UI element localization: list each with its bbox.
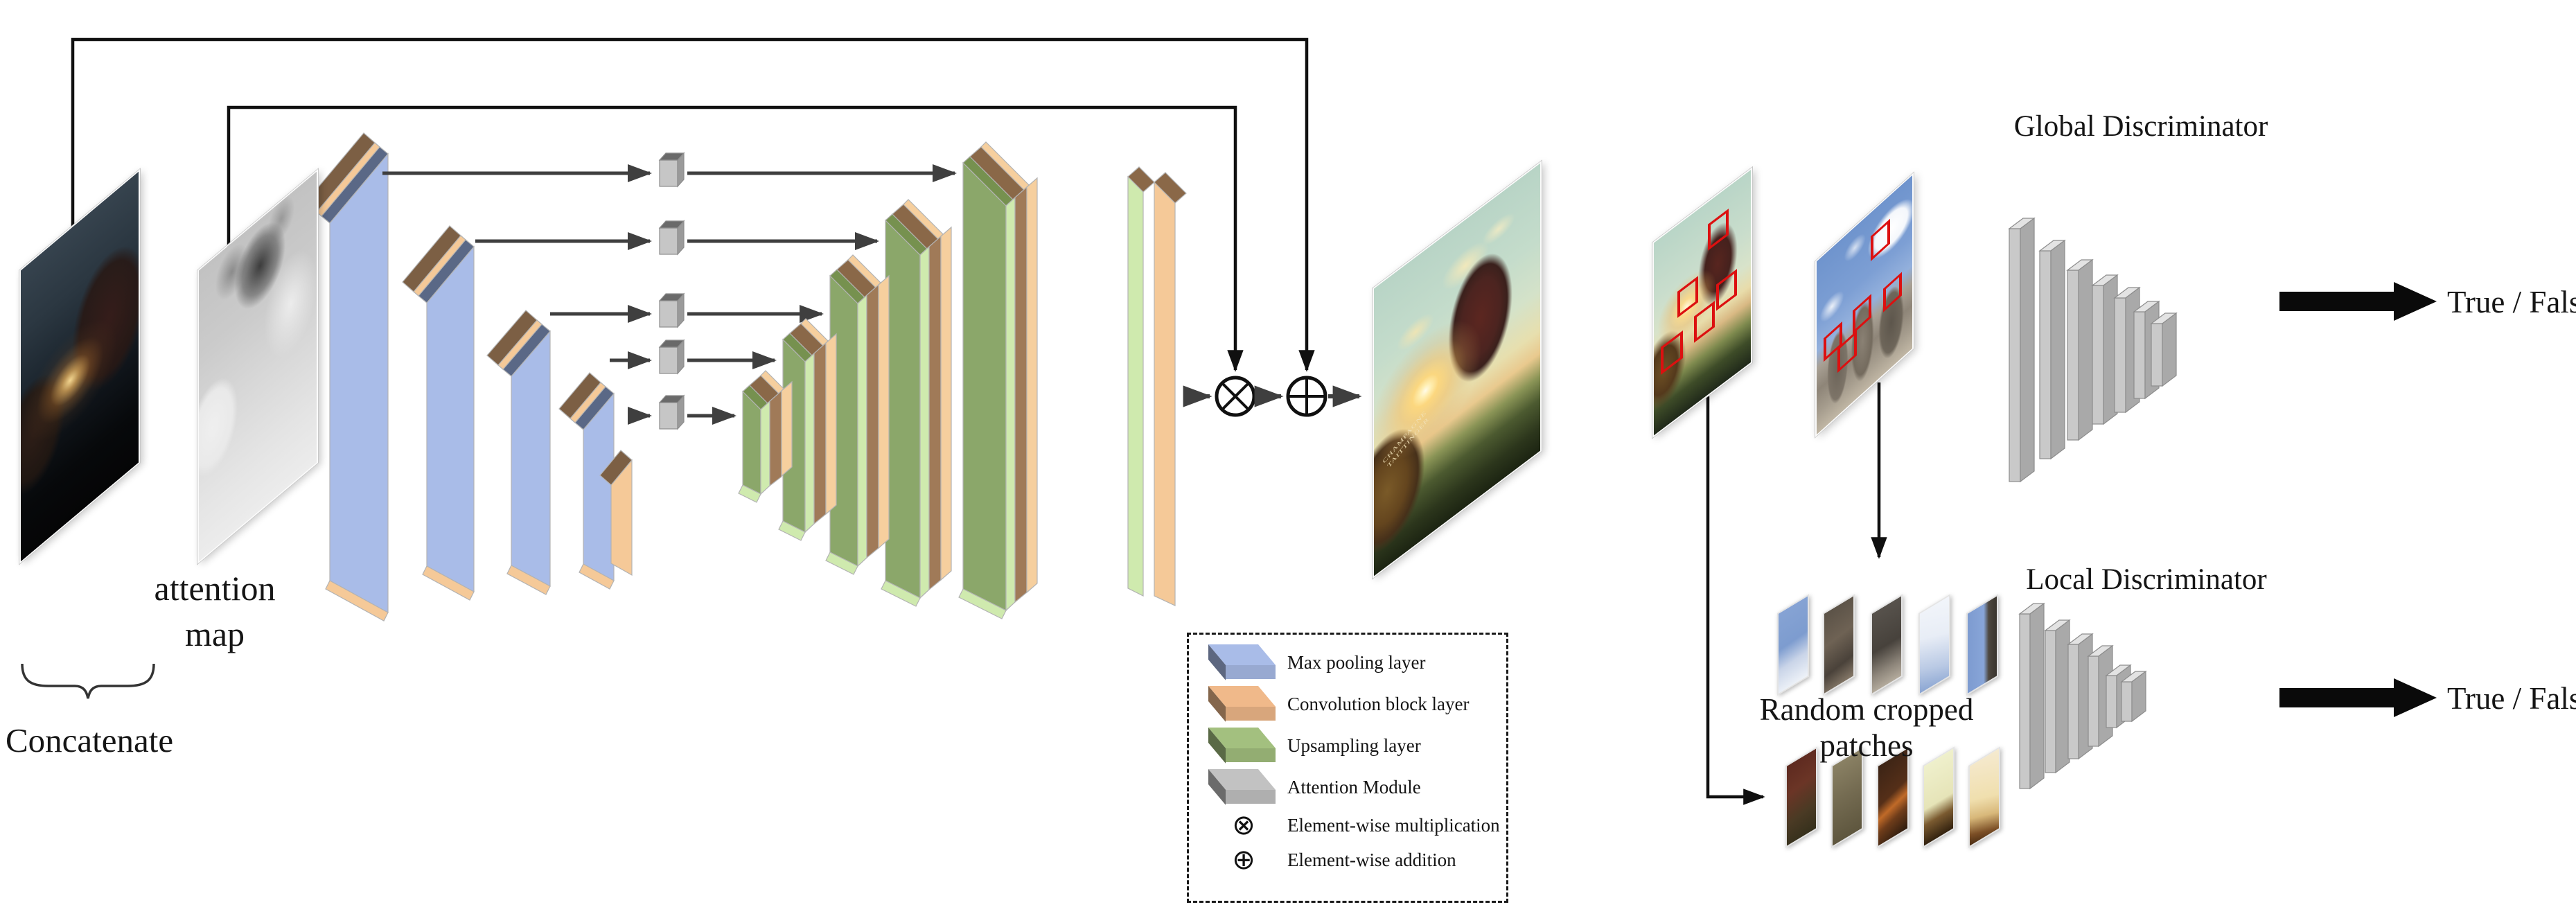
decoder-stage-1 bbox=[738, 370, 793, 503]
balloon-brand-text: CHAMPAGNE TAITTINGER bbox=[1382, 409, 1430, 470]
decoder-output-pair bbox=[1127, 166, 1187, 606]
attention-module-cubes bbox=[658, 152, 685, 430]
decoder-blocks bbox=[738, 141, 1187, 619]
multiply-icon: ⊗ bbox=[1232, 809, 1255, 841]
encoder-stage-1 bbox=[305, 132, 389, 622]
local-discriminator-blocks bbox=[2018, 602, 2147, 790]
attention-module-4 bbox=[658, 339, 685, 375]
patch-marker bbox=[1853, 294, 1871, 335]
legend-box: Max pooling layer Convolution block laye… bbox=[1187, 633, 1508, 903]
attention-to-decoder-arrows bbox=[687, 164, 957, 425]
attention-module-5 bbox=[658, 394, 685, 430]
attention-module-2 bbox=[658, 220, 685, 256]
legend-item-addition: ⊕ Element-wise addition bbox=[1200, 843, 1506, 877]
encoder-stage-5 bbox=[599, 450, 633, 576]
patch-marker bbox=[1883, 272, 1902, 312]
attention-module-1 bbox=[658, 152, 685, 188]
max-pooling-layer-icon bbox=[1200, 642, 1287, 683]
global-discriminator-blocks bbox=[2008, 217, 2178, 483]
add-node bbox=[1286, 376, 1327, 417]
legend-label: Attention Module bbox=[1287, 776, 1421, 798]
concatenate-label: Concatenate bbox=[6, 721, 174, 759]
decoder-stage-5 bbox=[958, 141, 1038, 619]
legend-item-convolution: Convolution block layer bbox=[1200, 683, 1506, 725]
encoder-stage-4 bbox=[558, 372, 615, 590]
legend-label: Element-wise multiplication bbox=[1287, 814, 1500, 836]
patch-marker bbox=[1871, 218, 1890, 261]
generated-to-patches-line bbox=[1706, 396, 1765, 805]
encoder-stage-2 bbox=[402, 225, 475, 601]
local-output-arrow bbox=[2279, 678, 2437, 717]
local-discriminator-title: Local Discriminator bbox=[2026, 563, 2267, 596]
legend-item-upsampling: Upsampling layer bbox=[1200, 725, 1506, 766]
attention-map-label-line1: attention bbox=[154, 569, 276, 608]
encoder-to-attention-arrows bbox=[382, 164, 652, 425]
skip-connection-input-to-add bbox=[71, 37, 1315, 372]
legend-label: Max pooling layer bbox=[1287, 651, 1426, 673]
random-cropped-patches-label: Random cropped patches bbox=[1759, 692, 1974, 763]
multiply-node bbox=[1215, 376, 1256, 417]
legend-label: Element-wise addition bbox=[1287, 849, 1456, 870]
global-discriminator-title: Global Discriminator bbox=[2013, 110, 2268, 143]
patch-marker bbox=[1708, 209, 1729, 251]
patch-marker bbox=[1694, 301, 1715, 343]
concatenate-brace bbox=[21, 663, 155, 699]
local-true-false-label: True / False bbox=[2447, 681, 2576, 716]
attention-module-3 bbox=[658, 292, 685, 328]
encoder-blocks bbox=[305, 132, 633, 622]
upsampling-layer-icon bbox=[1200, 725, 1287, 766]
patch-marker bbox=[1716, 269, 1737, 311]
legend-label: Convolution block layer bbox=[1287, 693, 1470, 714]
attention-map-label-line2: map bbox=[184, 615, 245, 653]
global-output-arrow bbox=[2279, 282, 2437, 321]
skip-connection-attnmap-to-multiply bbox=[227, 105, 1244, 372]
encoder-stage-3 bbox=[486, 310, 551, 595]
legend-item-max-pooling: Max pooling layer bbox=[1200, 642, 1506, 683]
add-icon: ⊕ bbox=[1232, 844, 1255, 876]
patch-marker bbox=[1661, 330, 1683, 375]
decoder-stage-4 bbox=[881, 199, 952, 607]
convolution-block-layer-icon bbox=[1200, 683, 1287, 725]
patch-marker bbox=[1677, 276, 1698, 318]
legend-label: Upsampling layer bbox=[1287, 734, 1421, 756]
patch-flow-lines bbox=[1706, 382, 1887, 805]
legend-item-attention-module: Attention Module bbox=[1200, 766, 1506, 808]
global-true-false-label: True / False bbox=[2447, 285, 2576, 319]
attention-module-icon bbox=[1200, 766, 1287, 808]
legend-item-multiplication: ⊗ Element-wise multiplication bbox=[1200, 808, 1506, 843]
generator-output-flow bbox=[1183, 376, 1362, 417]
